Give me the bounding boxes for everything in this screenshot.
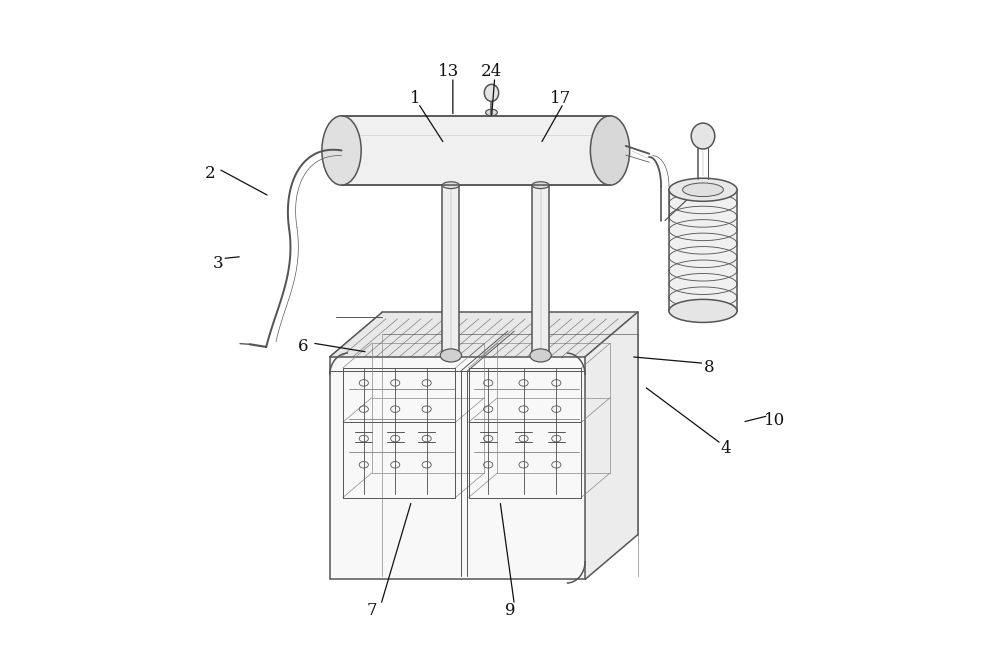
Ellipse shape xyxy=(532,182,549,189)
Ellipse shape xyxy=(442,182,459,189)
Ellipse shape xyxy=(669,299,737,323)
Ellipse shape xyxy=(532,352,549,359)
Polygon shape xyxy=(585,312,638,579)
Ellipse shape xyxy=(322,116,361,185)
Ellipse shape xyxy=(440,349,462,362)
Ellipse shape xyxy=(442,352,459,359)
Text: 1: 1 xyxy=(410,89,420,106)
Text: 17: 17 xyxy=(550,89,571,106)
Polygon shape xyxy=(442,185,459,356)
Polygon shape xyxy=(532,185,549,356)
Text: 24: 24 xyxy=(481,64,502,80)
Text: 13: 13 xyxy=(438,64,460,80)
Text: 8: 8 xyxy=(704,360,715,376)
Polygon shape xyxy=(669,190,737,311)
Text: 4: 4 xyxy=(721,440,731,457)
Ellipse shape xyxy=(590,116,630,185)
Polygon shape xyxy=(342,116,610,185)
Ellipse shape xyxy=(484,84,499,101)
Polygon shape xyxy=(330,357,585,579)
Ellipse shape xyxy=(691,123,715,149)
Text: 6: 6 xyxy=(298,338,309,355)
Ellipse shape xyxy=(486,110,497,116)
Ellipse shape xyxy=(669,178,737,202)
Ellipse shape xyxy=(530,349,551,362)
Text: 10: 10 xyxy=(764,411,786,429)
Polygon shape xyxy=(330,312,638,357)
Text: 7: 7 xyxy=(367,601,378,619)
Text: 3: 3 xyxy=(213,255,224,272)
Ellipse shape xyxy=(683,183,723,196)
Text: 9: 9 xyxy=(505,601,515,619)
Text: 2: 2 xyxy=(205,165,216,182)
